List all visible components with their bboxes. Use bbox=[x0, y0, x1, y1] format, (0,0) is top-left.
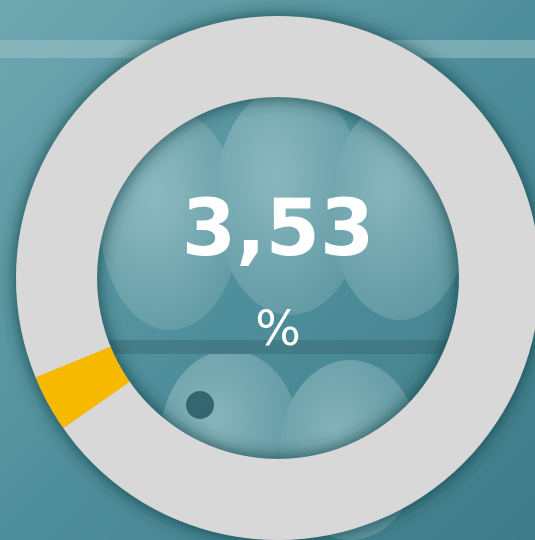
unit-label: % bbox=[255, 301, 301, 357]
page: 3,53 % (() => { const data = JSON.parse(… bbox=[0, 0, 535, 540]
value-label: 3,53 bbox=[182, 184, 374, 274]
gauge-widget: 3,53 % bbox=[0, 0, 535, 540]
